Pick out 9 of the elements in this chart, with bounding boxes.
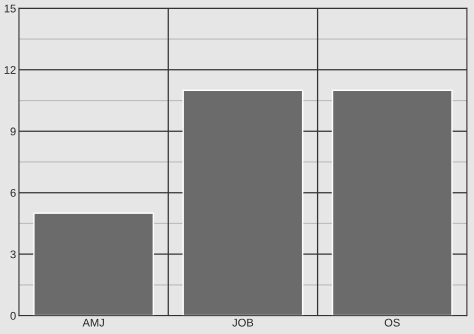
y-tick-label: 9 [10,128,16,136]
y-tick-label: 0 [10,312,16,320]
x-tick-label: AMJ [82,318,104,327]
y-tick-label: 15 [4,4,16,12]
y-tick-label: 6 [10,188,16,197]
y-tick-label: 12 [4,66,16,74]
x-tick-label: JOB [232,318,254,327]
x-tick-label: OS [384,318,400,327]
y-tick-label: 3 [10,250,16,258]
